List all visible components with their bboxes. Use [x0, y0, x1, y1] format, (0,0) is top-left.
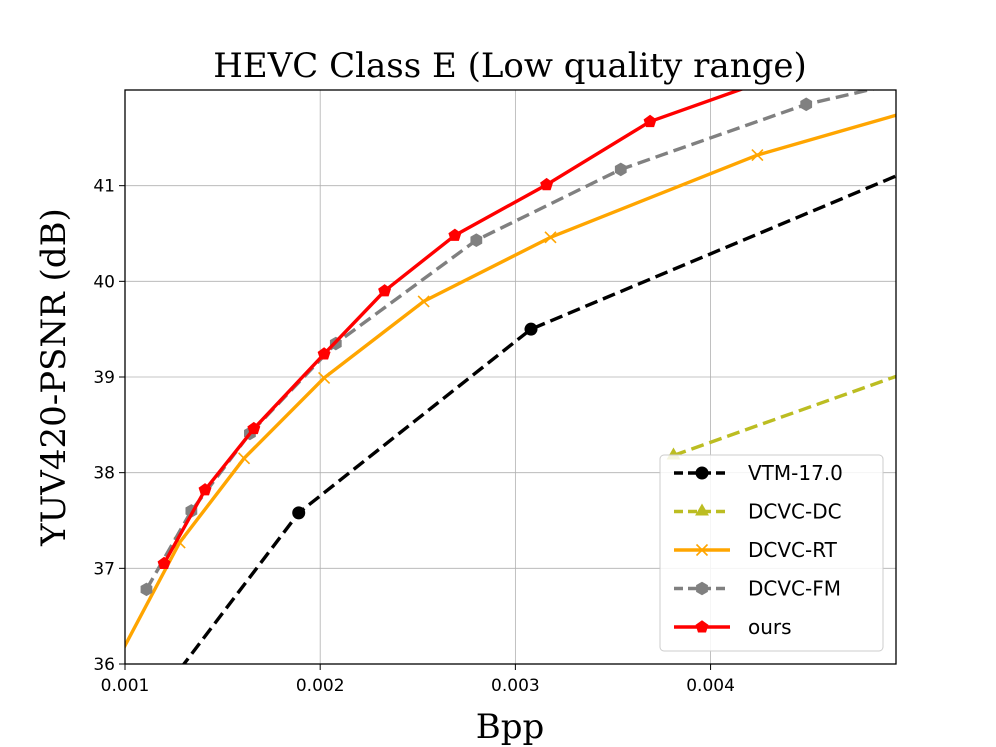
series-line-vtm-17-0	[181, 174, 896, 664]
series-dcvc-rt	[125, 85, 989, 650]
data-point-dcvc-fm	[140, 582, 153, 597]
data-point-dcvc-rt	[978, 85, 989, 96]
legend-item-dcvc-dc: DCVC-DC	[674, 500, 842, 524]
x-axis-label: Bpp	[476, 707, 545, 747]
legend-item-dcvc-fm: DCVC-FM	[674, 577, 841, 601]
data-point-ours	[247, 421, 261, 435]
data-point-ours	[157, 556, 171, 570]
legend-box	[659, 454, 884, 652]
y-tick-label: 41	[93, 177, 115, 197]
data-point-ours	[198, 483, 212, 496]
x-tick-label: 0.001	[101, 676, 150, 696]
data-point-dcvc-fm	[800, 97, 813, 112]
x-tick-label: 0.002	[296, 676, 345, 696]
y-tick-label: 36	[93, 655, 115, 675]
data-point-dcvc-fm	[988, 55, 996, 69]
y-tick-label: 38	[93, 464, 115, 484]
data-point-ours	[540, 177, 554, 191]
legend-label: DCVC-FM	[748, 577, 841, 601]
y-tick-label: 37	[93, 559, 115, 579]
y-tick-label: 40	[93, 272, 115, 292]
legend-marker	[695, 466, 709, 480]
data-point-dcvc-rt	[544, 231, 557, 244]
legend: VTM-17.0 DCVC-DC DCVC-RT DCVC-FM ours	[659, 454, 884, 652]
data-point-dcvc-rt	[238, 452, 251, 465]
data-point-ours	[841, 45, 854, 57]
series-line-dcvc-dc	[672, 374, 896, 458]
legend-label: VTM-17.0	[748, 461, 843, 485]
data-point-ours	[378, 284, 392, 297]
series-line-dcvc-rt	[125, 113, 896, 650]
legend-marker	[696, 581, 708, 596]
legend-marker	[695, 620, 709, 633]
data-point-dcvc-fm	[470, 233, 483, 247]
data-point-dcvc-rt	[417, 295, 430, 308]
legend-marker	[695, 503, 709, 516]
series-group	[125, 45, 996, 664]
y-tick-label: 39	[93, 368, 115, 388]
data-point-dcvc-fm	[614, 162, 627, 177]
series-vtm-17-0	[181, 174, 896, 664]
series-ours	[157, 45, 854, 570]
data-point-ours	[643, 114, 657, 128]
legend-item-ours: ours	[674, 615, 792, 639]
data-point-dcvc-rt	[751, 148, 764, 162]
legend-item-dcvc-rt: DCVC-RT	[674, 538, 838, 562]
data-point-vtm-17-0	[524, 322, 538, 336]
y-axis-label: YUV420-PSNR (dB)	[34, 208, 74, 547]
legend-marker	[695, 543, 709, 557]
legend-label: ours	[748, 615, 792, 639]
x-tick-label: 0.003	[491, 676, 540, 696]
data-point-ours	[448, 228, 462, 241]
legend-label: DCVC-RT	[748, 538, 838, 562]
data-point-ours	[317, 347, 331, 360]
data-point-dcvc-rt	[318, 371, 331, 385]
chart-title: HEVC Class E (Low quality range)	[213, 46, 807, 86]
data-point-vtm-17-0	[292, 506, 306, 520]
legend-label: DCVC-DC	[748, 500, 842, 524]
legend-item-vtm-17-0: VTM-17.0	[674, 461, 843, 485]
x-tick-label: 0.004	[686, 676, 735, 696]
ticks: 0.001 0.002 0.003 0.004 36 37 38 39 40 41	[93, 177, 735, 696]
